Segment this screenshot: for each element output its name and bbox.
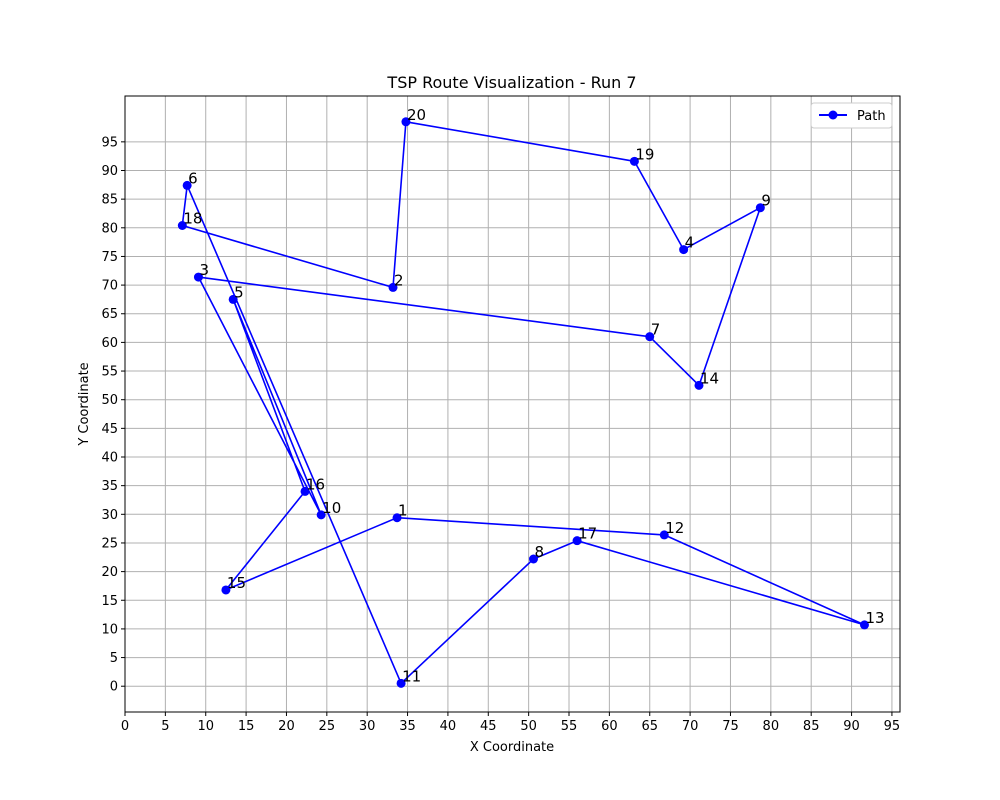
city-label-4: 4 [685,234,695,252]
city-label-16: 16 [306,475,325,493]
city-label-6: 6 [188,169,198,187]
y-axis-title: Y Coordinate [77,362,92,446]
y-tick-label: 50 [101,393,118,408]
x-tick-label: 25 [319,719,336,734]
y-tick-label: 95 [101,135,118,150]
city-point-2 [388,282,398,292]
legend-marker-swatch [828,110,838,120]
city-label-13: 13 [865,609,884,627]
x-tick-label: 50 [520,719,537,734]
y-tick-label: 80 [101,221,118,236]
city-label-12: 12 [665,519,684,537]
x-tick-label: 75 [722,719,739,734]
city-point-15 [221,585,231,595]
city-label-20: 20 [407,106,426,124]
x-tick-label: 30 [359,719,376,734]
x-tick-label: 85 [803,719,820,734]
city-label-8: 8 [534,543,544,561]
city-label-14: 14 [700,369,719,387]
y-tick-label: 40 [101,451,118,466]
y-tick-label: 20 [101,565,118,580]
x-tick-label: 65 [641,719,658,734]
city-label-3: 3 [199,261,209,279]
x-tick-label: 70 [682,719,699,734]
y-tick-label: 65 [101,307,118,322]
x-tick-label: 60 [601,719,618,734]
city-label-10: 10 [322,499,341,517]
x-tick-label: 90 [843,719,860,734]
city-point-13 [859,620,869,630]
city-point-20 [401,117,411,127]
city-label-17: 17 [578,525,597,543]
city-label-7: 7 [651,321,661,339]
x-tick-label: 80 [763,719,780,734]
x-tick-label: 45 [480,719,497,734]
city-point-17 [572,536,582,546]
y-tick-label: 70 [101,279,118,294]
city-point-19 [629,156,639,166]
city-point-8 [528,554,538,564]
city-label-2: 2 [394,271,404,289]
x-tick-label: 95 [884,719,901,734]
city-point-4 [679,245,689,255]
city-point-14 [694,380,704,390]
x-tick-label: 0 [121,719,129,734]
city-point-9 [755,203,765,213]
route-path-layer: 1 12 13 17 8 11 6 18 2 20 19 4 9 14 7 3 10 5 16 15 [177,106,885,688]
city-point-3 [193,272,203,282]
city-label-19: 19 [635,145,654,163]
legend-box [810,102,893,129]
city-label-15: 15 [227,574,246,592]
x-tick-label: 20 [278,719,295,734]
y-tick-label: 10 [101,622,118,637]
legend-entry-path: Path [857,109,886,124]
city-point-10 [316,510,326,520]
x-tick-label: 5 [161,719,169,734]
grid-lines [124,96,900,712]
city-label-1: 1 [398,502,408,520]
y-tick-label: 25 [101,536,118,551]
chart-title: TSP Route Visualization - Run 7 [386,73,636,92]
y-tick-label: 90 [101,164,118,179]
y-tick-label: 45 [101,422,118,437]
y-tick-label: 0 [110,680,118,695]
x-tick-label: 40 [440,719,457,734]
city-point-12 [659,530,669,540]
y-tick-label: 30 [101,508,118,523]
city-point-16 [300,486,310,496]
y-tick-label: 75 [101,250,118,265]
city-label-9: 9 [761,192,771,210]
y-tick-label: 60 [101,336,118,351]
y-tick-label: 5 [110,651,118,666]
plot-frame [124,95,901,713]
x-tick-label: 15 [238,719,255,734]
axis-ticks: 0 5 10 15 20 25 30 35 40 45 50 55 60 65 70 75 80 85 90 9505… [101,135,900,734]
y-tick-label: 15 [101,594,118,609]
city-point-1 [392,513,402,523]
city-point-18 [177,221,187,231]
city-label-5: 5 [234,283,244,301]
x-axis-title: X Coordinate [470,740,554,755]
city-point-6 [182,180,192,190]
city-label-18: 18 [183,210,202,228]
city-label-11: 11 [402,667,421,685]
city-point-11 [396,678,406,688]
x-tick-label: 10 [197,719,214,734]
x-tick-label: 35 [399,719,416,734]
legend: Path [810,102,893,129]
y-tick-label: 35 [101,479,118,494]
y-tick-label: 85 [101,193,118,208]
city-point-5 [228,294,238,304]
x-tick-label: 55 [561,719,578,734]
city-point-7 [645,332,655,342]
y-tick-label: 55 [101,365,118,380]
